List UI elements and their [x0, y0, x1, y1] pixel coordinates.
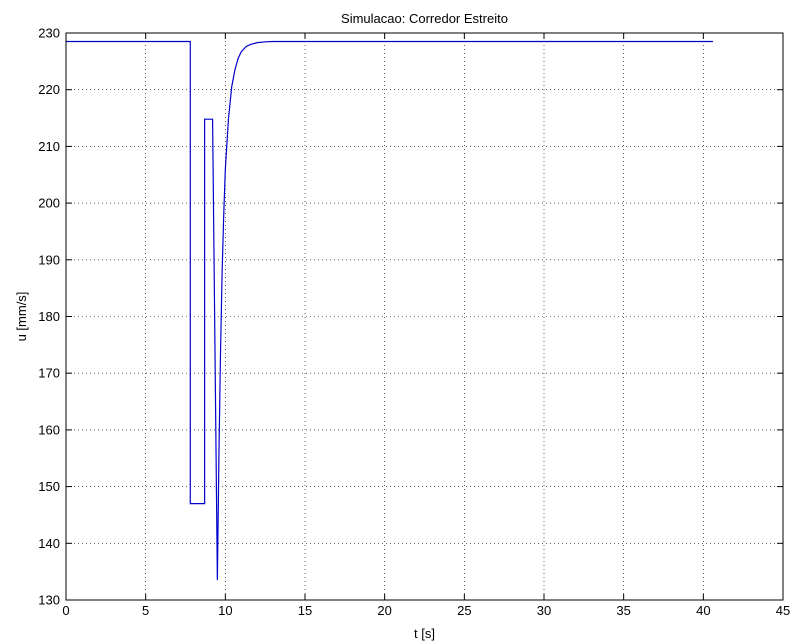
x-tick-label: 20: [377, 603, 391, 618]
y-tick-label: 180: [38, 309, 60, 324]
x-axis-title: t [s]: [414, 626, 435, 641]
y-tick-label: 150: [38, 479, 60, 494]
x-tick-label: 35: [616, 603, 630, 618]
x-tick-label: 10: [218, 603, 232, 618]
ticks: [65, 32, 784, 601]
x-tick-label: 15: [298, 603, 312, 618]
y-tick-label: 190: [38, 252, 60, 267]
grid: [66, 33, 783, 600]
x-tick-label: 30: [537, 603, 551, 618]
x-tick-label: 25: [457, 603, 471, 618]
x-tick-label: 40: [696, 603, 710, 618]
chart-title: Simulacao: Corredor Estreito: [341, 11, 508, 26]
series-layer: [66, 40, 713, 581]
y-tick-label: 230: [38, 26, 60, 41]
y-tick-label: 140: [38, 536, 60, 551]
x-tick-label: 0: [62, 603, 69, 618]
y-tick-label: 220: [38, 82, 60, 97]
x-tick-label: 5: [142, 603, 149, 618]
y-tick-label: 170: [38, 366, 60, 381]
y-axis-title: u [mm/s]: [14, 292, 29, 342]
y-tick-label: 160: [38, 422, 60, 437]
y-tick-label: 200: [38, 196, 60, 211]
series-line: [66, 40, 713, 581]
x-tick-label: 45: [776, 603, 790, 618]
y-tick-label: 210: [38, 139, 60, 154]
tick-labels: 0 5 10 15 20 25 30 35 40 45 130 140 150 160 170 180 190 2…: [38, 26, 790, 619]
y-tick-label: 130: [38, 593, 60, 608]
plot-area: [66, 33, 783, 600]
